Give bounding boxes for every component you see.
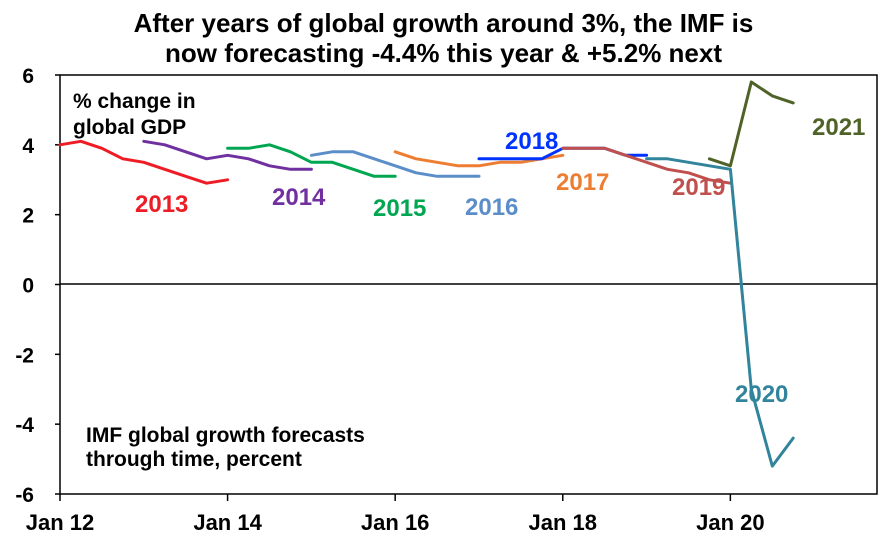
y-tick-label: 4 [22, 135, 34, 158]
series-line-2016 [309, 150, 481, 178]
y-tick-label: -2 [15, 344, 34, 367]
x-axis: Jan 12 Jan 14 Jan 16 Jan 18 Jan 20 [26, 494, 765, 535]
y-tick-label: 2 [22, 205, 34, 228]
series-label-2020: 2020 [735, 381, 788, 408]
series-label-2017: 2017 [556, 169, 609, 196]
x-tick-label: Jan 18 [529, 510, 598, 535]
series-label-2013: 2013 [135, 191, 188, 218]
series-label-2014: 2014 [272, 184, 326, 211]
series-group [58, 80, 795, 468]
series-label-2019: 2019 [672, 174, 725, 201]
y-axis: 6 4 2 0 -2 -4 -6 [15, 65, 60, 507]
series-label-2016: 2016 [465, 194, 518, 221]
y-axis-label-line-1: % change in [73, 90, 196, 113]
series-line-2020 [645, 157, 795, 468]
series-label-2021: 2021 [812, 114, 865, 141]
chart-title-line-1: After years of global growth around 3%, … [133, 8, 754, 38]
chart-title-line-2: now forecasting -4.4% this year & +5.2% … [164, 38, 723, 68]
y-tick-label: 0 [22, 275, 34, 298]
x-tick-label: Jan 16 [361, 510, 430, 535]
series-labels: 2013 2014 2015 2016 2017 2018 2019 2020 2021 [135, 114, 865, 408]
series-line-2015 [226, 143, 397, 178]
series-label-2015: 2015 [373, 195, 426, 222]
y-axis-label-line-2: global GDP [73, 116, 186, 139]
series-label-2018: 2018 [505, 128, 558, 155]
series-line-2019 [561, 146, 732, 185]
chart-title: After years of global growth around 3%, … [0, 8, 887, 68]
x-tick-label: Jan 12 [26, 510, 95, 535]
y-tick-label: -4 [15, 414, 34, 437]
series-line-2021 [707, 80, 795, 168]
y-tick-label: 6 [22, 65, 34, 88]
series-line-2013 [58, 139, 230, 185]
annotation-line-2: through time, percent [86, 448, 302, 471]
series-line-2014 [142, 139, 313, 171]
annotation-line-1: IMF global growth forecasts [86, 424, 365, 447]
y-tick-label: -6 [15, 484, 34, 507]
x-tick-label: Jan 14 [193, 510, 262, 535]
x-tick-label: Jan 20 [696, 510, 765, 535]
